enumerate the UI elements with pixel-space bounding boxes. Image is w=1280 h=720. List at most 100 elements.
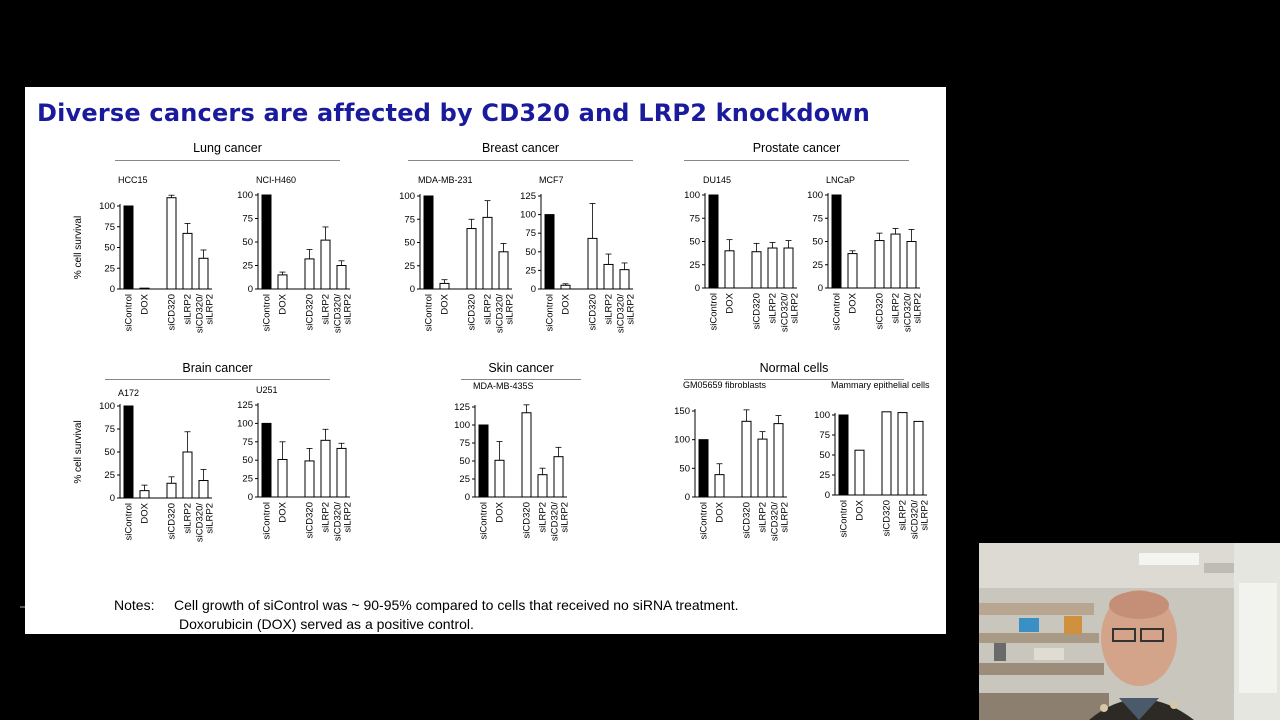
y-tick-label: 50 xyxy=(819,450,830,461)
bar-sicd320 xyxy=(304,460,315,498)
bar-silrp2 xyxy=(603,263,614,290)
group-title-lung: Lung cancer xyxy=(193,141,262,155)
group-rule-brain xyxy=(105,379,330,380)
bar-sicd320 xyxy=(874,240,885,289)
category-label: siCD320 xyxy=(588,294,599,330)
y-tick-label: 0 xyxy=(110,284,115,295)
y-tick-label: 75 xyxy=(459,438,470,449)
y-tick-label: 100 xyxy=(99,401,115,412)
y-tick-label: 75 xyxy=(404,214,415,225)
y-tick-label: 100 xyxy=(99,201,115,212)
chart-title: Mammary epithelial cells xyxy=(831,380,930,390)
y-tick-label: 0 xyxy=(825,490,830,501)
group-rule-normal xyxy=(684,379,904,380)
category-label: siCD320 xyxy=(882,500,893,536)
group-title-prostate: Prostate cancer xyxy=(752,141,841,155)
bar-sicontrol xyxy=(123,205,134,290)
bar-dox xyxy=(847,253,858,289)
category-label: siCD320/ xyxy=(903,293,914,332)
category-label: siLRP2 xyxy=(560,502,571,533)
category-label: siLRP2 xyxy=(626,294,637,325)
bar-silrp2 xyxy=(767,247,778,289)
bar-sicontrol xyxy=(708,194,719,289)
chart-title: U251 xyxy=(256,385,278,395)
category-label: siCD320 xyxy=(167,503,178,539)
bar-sicd320-silrp2 xyxy=(498,251,509,290)
bar-dox xyxy=(724,250,735,289)
y-tick-label: 50 xyxy=(242,237,253,248)
slide-title: Diverse cancers are affected by CD320 an… xyxy=(37,99,871,127)
y-tick-label: 50 xyxy=(104,447,115,458)
y-tick-label: 0 xyxy=(248,492,253,503)
bar-chart-gm05659-fibroblasts: 0 50 100 150 GM05659 fibroblasts siControl DOX… xyxy=(674,380,790,541)
group-rule-breast xyxy=(408,160,633,161)
y-tick-label: 100 xyxy=(814,410,830,421)
y-tick-label: 75 xyxy=(812,213,823,224)
y-tick-label: 25 xyxy=(104,263,115,274)
category-label: siLRP2 xyxy=(343,294,354,325)
bar-dox xyxy=(139,287,150,290)
category-label: siCD320/ xyxy=(550,502,561,541)
y-tick-label: 50 xyxy=(525,247,536,258)
y-tick-label: 25 xyxy=(242,261,253,272)
category-label: siControl xyxy=(839,500,850,538)
bar-silrp2 xyxy=(537,474,548,498)
bar-sicd320-silrp2 xyxy=(913,420,924,496)
category-label: siLRP2 xyxy=(780,502,791,533)
category-label: siCD320 xyxy=(305,294,316,330)
y-tick-label: 125 xyxy=(237,400,253,411)
y-tick-label: 100 xyxy=(807,190,823,201)
chart-title: MDA-MB-231 xyxy=(418,175,473,185)
category-label: siControl xyxy=(545,294,556,332)
bar-sicd320-silrp2 xyxy=(553,456,564,498)
category-label: siCD320/ xyxy=(333,294,344,333)
bar-sicontrol xyxy=(831,194,842,289)
chart-title: LNCaP xyxy=(826,175,855,185)
bar-sicd320-silrp2 xyxy=(198,257,209,290)
category-label: siLRP2 xyxy=(604,294,615,325)
y-tick-label: 25 xyxy=(689,260,700,271)
category-label: siControl xyxy=(262,294,273,332)
category-label: siControl xyxy=(124,294,135,332)
category-label: siControl xyxy=(262,502,273,540)
category-label: DOX xyxy=(440,293,451,314)
category-label: siControl xyxy=(709,293,720,331)
bar-sicd320 xyxy=(166,197,177,290)
y-tick-label: 50 xyxy=(404,238,415,249)
y-tick-label: 100 xyxy=(237,418,253,429)
bar-sicd320 xyxy=(751,251,762,289)
category-label: siLRP2 xyxy=(343,502,354,533)
category-label: siControl xyxy=(479,502,490,540)
slide: Diverse cancers are affected by CD320 an… xyxy=(25,87,946,634)
y-tick-label: 75 xyxy=(525,228,536,239)
category-label: siCD320/ xyxy=(195,503,206,542)
group-rule-prostate xyxy=(684,160,909,161)
group-title-skin: Skin cancer xyxy=(488,361,554,375)
notes-line-1: Cell growth of siControl was ~ 90-95% co… xyxy=(174,597,739,613)
bar-dox xyxy=(854,449,865,496)
category-label: siLRP2 xyxy=(483,294,494,325)
y-tick-label: 50 xyxy=(689,237,700,248)
category-label: siCD320/ xyxy=(195,294,206,333)
category-label: DOX xyxy=(561,293,572,314)
category-label: siLRP2 xyxy=(321,294,332,325)
category-label: siCD320/ xyxy=(616,294,627,333)
y-tick-label: 50 xyxy=(104,243,115,254)
bar-silrp2 xyxy=(482,216,493,290)
y-tick-label: 150 xyxy=(674,406,690,417)
y-tick-label: 50 xyxy=(679,463,690,474)
chart-title: NCI-H460 xyxy=(256,175,296,185)
group-title-breast: Breast cancer xyxy=(481,141,560,155)
category-label: DOX xyxy=(140,502,151,523)
y-tick-label: 0 xyxy=(685,492,690,503)
category-label: siCD320/ xyxy=(770,502,781,541)
bar-sicd320-silrp2 xyxy=(906,241,917,289)
y-tick-label: 100 xyxy=(237,190,253,201)
category-label: siCD320 xyxy=(752,293,763,329)
category-label: siCD320 xyxy=(467,294,478,330)
